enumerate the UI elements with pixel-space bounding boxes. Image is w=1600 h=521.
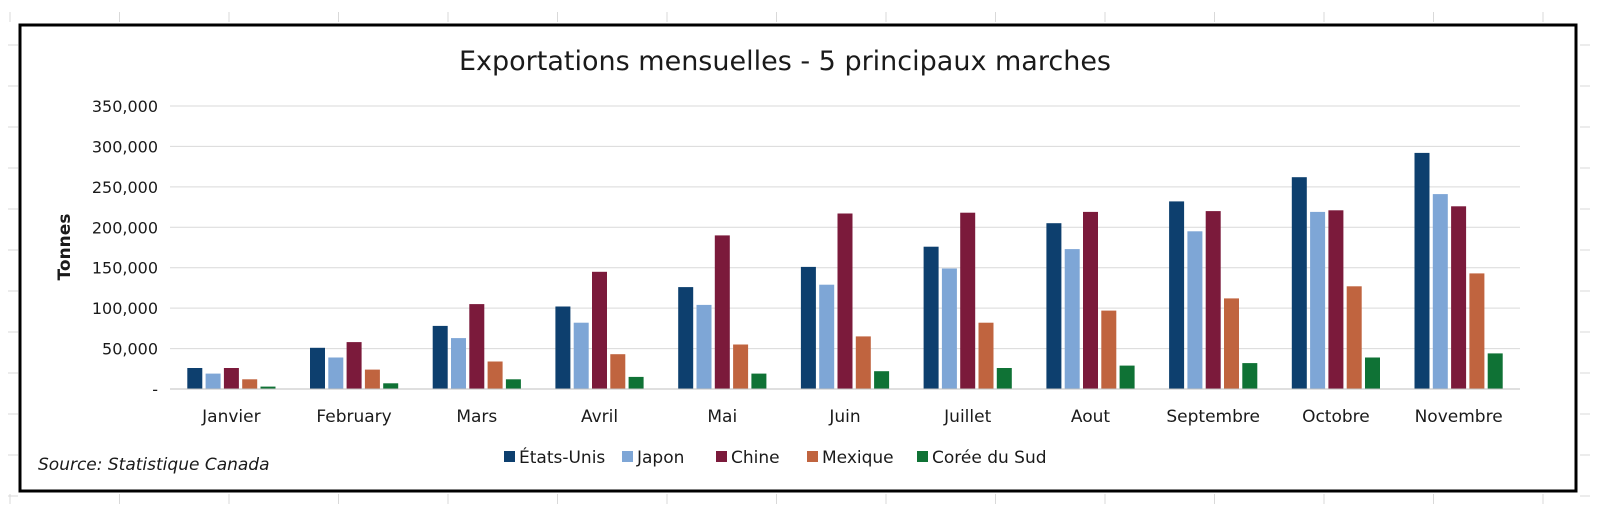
- bar-mexique: [855, 336, 871, 389]
- bar-chine: [1083, 211, 1098, 389]
- bar-chine: [1205, 211, 1221, 389]
- x-tick-label: Mars: [456, 407, 497, 427]
- x-tick-label: Avril: [581, 407, 618, 427]
- y-axis: - 50,000 100,000 150,000 200,000 250,000 300,0…: [92, 97, 158, 399]
- bar-etats-unis: [310, 347, 325, 389]
- legend-swatch: [917, 451, 928, 462]
- legend-swatch: [622, 451, 633, 462]
- x-tick-label: Novembre: [1415, 407, 1503, 427]
- bar-etats-unis: [555, 306, 571, 389]
- chart-title: Exportations mensuelles - 5 principaux m…: [459, 46, 1111, 77]
- bar-chine: [346, 342, 362, 389]
- x-tick-label: February: [316, 407, 391, 427]
- bar-japon: [941, 268, 957, 389]
- x-tick-label: Mai: [707, 407, 737, 427]
- background-ticks: [8, 12, 1590, 504]
- x-tick-label: Janvier: [201, 407, 260, 427]
- bar-mexique: [610, 354, 626, 389]
- x-axis: Janvier February Mars Avril Mai Juin Juillet Ao…: [201, 407, 1503, 427]
- bar-mexique: [1101, 310, 1117, 389]
- bar-coree-du-sud: [1242, 363, 1258, 389]
- bar-etats-unis: [1291, 177, 1307, 389]
- bar-chine: [223, 368, 239, 389]
- x-tick-label: Juin: [828, 407, 860, 427]
- bar-etats-unis: [1414, 152, 1430, 389]
- bar-mexique: [364, 369, 380, 389]
- y-tick-label: 300,000: [92, 137, 158, 156]
- bar-mexique: [487, 361, 503, 389]
- y-tick-label: 250,000: [92, 178, 158, 197]
- bar-etats-unis: [923, 246, 939, 389]
- legend-label: États-Unis: [519, 446, 605, 468]
- bar-chine: [837, 213, 853, 389]
- bar-japon: [819, 284, 835, 389]
- source-note: Source: Statistique Canada: [38, 455, 270, 475]
- y-tick-label: 50,000: [102, 340, 158, 359]
- bar-japon: [696, 304, 712, 389]
- bar-mexique: [242, 379, 258, 389]
- x-tick-label: Aout: [1071, 407, 1111, 427]
- legend-label: Japon: [636, 448, 684, 468]
- bar-coree-du-sud: [1487, 353, 1503, 389]
- bar-japon: [1187, 231, 1203, 389]
- bar-coree-du-sud: [505, 379, 521, 389]
- bar-chine: [469, 304, 485, 389]
- bar-coree-du-sud: [628, 376, 644, 389]
- bar-coree-du-sud: [1119, 365, 1135, 389]
- bar-japon: [1064, 249, 1080, 389]
- bar-etats-unis: [1046, 223, 1062, 389]
- bar-mexique: [1469, 273, 1485, 389]
- bar-etats-unis: [678, 287, 694, 389]
- x-tick-label: Juillet: [943, 407, 991, 427]
- bar-chine: [714, 235, 730, 389]
- legend: États-Unis Japon Chine Mexique Corée du Sud: [504, 446, 1047, 468]
- bar-japon: [328, 357, 344, 389]
- legend-swatch: [716, 451, 727, 462]
- bar-coree-du-sud: [383, 383, 399, 389]
- legend-label: Corée du Sud: [932, 448, 1047, 468]
- x-tick-label: Octobre: [1302, 407, 1370, 427]
- bar-japon: [205, 373, 221, 389]
- bar-coree-du-sud: [996, 368, 1012, 389]
- bar-chine: [1451, 206, 1467, 389]
- legend-swatch: [504, 451, 515, 462]
- bar-japon: [1432, 194, 1448, 389]
- x-tick-label: Septembre: [1166, 407, 1260, 427]
- y-tick-label: 200,000: [92, 218, 158, 237]
- y-tick-label: -: [152, 380, 158, 399]
- bar-coree-du-sud: [1365, 357, 1380, 389]
- bar-chine: [1328, 210, 1344, 389]
- legend-label: Mexique: [822, 448, 894, 468]
- y-tick-label: 350,000: [92, 97, 158, 116]
- bar-coree-du-sud: [751, 373, 767, 389]
- bar-coree-du-sud: [874, 371, 890, 389]
- y-tick-label: 100,000: [92, 299, 158, 318]
- bar-japon: [1310, 211, 1326, 389]
- bar-mexique: [733, 344, 749, 389]
- bar-etats-unis: [1169, 201, 1185, 389]
- y-axis-title: Tonnes: [55, 214, 75, 281]
- bar-coree-du-sud: [260, 386, 276, 389]
- bar-mexique: [978, 322, 994, 389]
- bar-chine: [960, 212, 976, 389]
- legend-swatch: [807, 451, 818, 462]
- bar-mexique: [1224, 298, 1239, 389]
- bar-etats-unis: [432, 325, 448, 389]
- bar-japon: [573, 322, 589, 389]
- bar-mexique: [1346, 286, 1362, 389]
- legend-label: Chine: [731, 448, 780, 468]
- bar-japon: [451, 338, 466, 389]
- y-tick-label: 150,000: [92, 259, 158, 278]
- bar-chine: [592, 271, 607, 389]
- bar-etats-unis: [800, 266, 816, 389]
- bars: [187, 152, 1503, 389]
- bar-etats-unis: [187, 368, 203, 389]
